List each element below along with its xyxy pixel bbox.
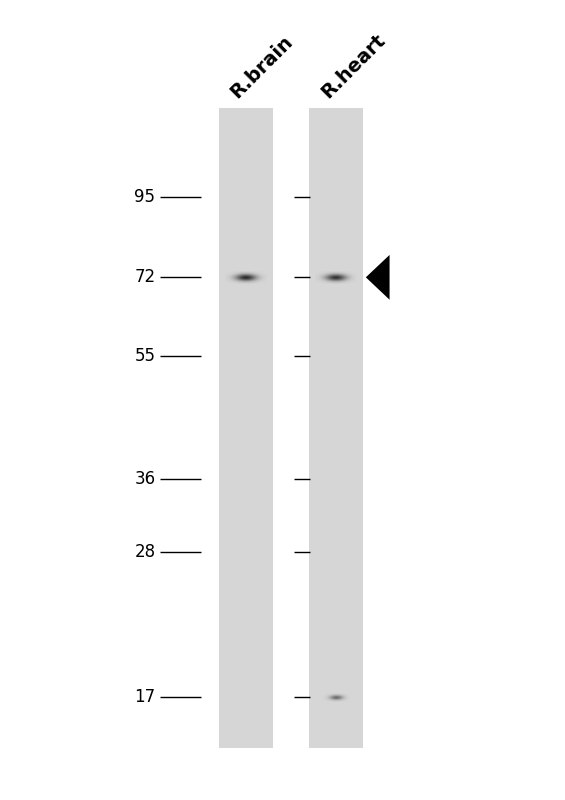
Polygon shape — [366, 255, 390, 300]
Text: 95: 95 — [134, 188, 155, 206]
Bar — [310, 108, 363, 748]
Text: 72: 72 — [134, 268, 155, 286]
Text: 55: 55 — [134, 346, 155, 365]
Text: R.heart: R.heart — [318, 30, 389, 102]
Text: 17: 17 — [134, 689, 155, 706]
Text: 28: 28 — [134, 543, 155, 562]
Text: 36: 36 — [134, 470, 155, 488]
Bar — [219, 108, 273, 748]
Text: R.brain: R.brain — [227, 32, 297, 102]
